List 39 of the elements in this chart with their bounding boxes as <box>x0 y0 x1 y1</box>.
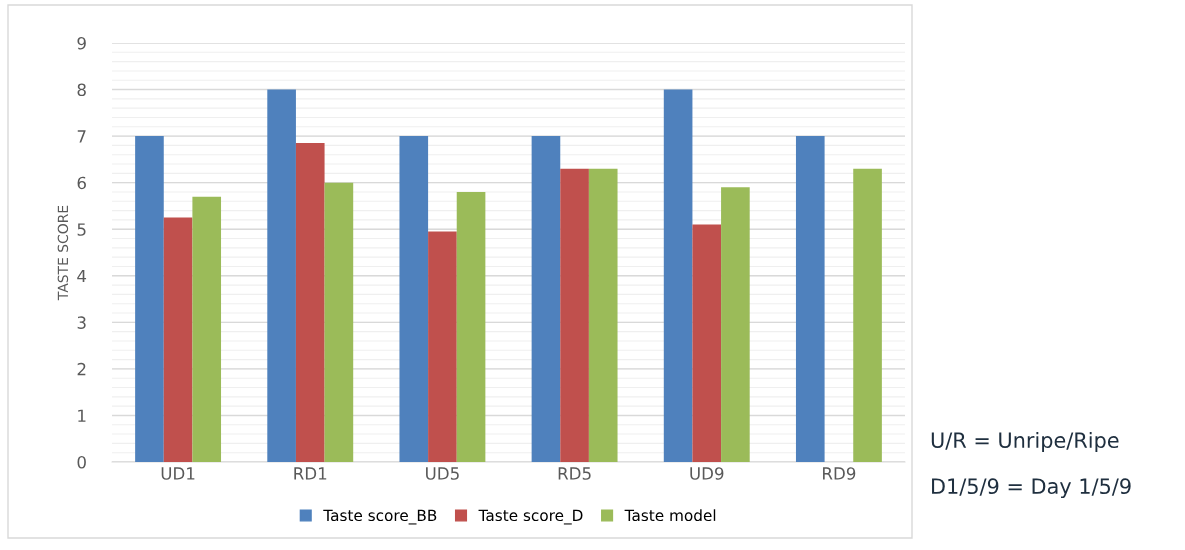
legend-label: Taste score_BB <box>323 509 437 525</box>
bar <box>295 143 325 462</box>
bar <box>560 168 589 462</box>
y-tick-label: 0 <box>77 455 86 469</box>
x-tick-label: UD5 <box>426 467 459 480</box>
text: U/R = Unripe/Ripe <box>931 431 1119 453</box>
legend-label: Taste model <box>624 509 716 522</box>
bar <box>163 217 193 462</box>
bar <box>692 224 722 462</box>
bar <box>663 89 693 462</box>
bar <box>456 191 486 462</box>
bar <box>853 168 882 462</box>
bar <box>795 136 825 462</box>
bar <box>588 168 618 462</box>
y-tick-label: 2 <box>77 362 86 376</box>
x-tick-label: RD1 <box>294 467 327 480</box>
y-tick-label: 6 <box>77 176 86 190</box>
x-tick-label: UD9 <box>690 467 724 480</box>
y-tick-label: 3 <box>77 316 86 329</box>
x-tick-label: UD1 <box>161 467 195 480</box>
x-tick-label: RD5 <box>558 467 591 480</box>
bar <box>192 196 222 462</box>
y-tick-label: 4 <box>77 269 87 283</box>
y-axis-title: TASTE SCORE <box>57 205 69 301</box>
bar <box>428 231 457 462</box>
y-tick-label: 8 <box>77 83 86 97</box>
bar <box>324 182 354 462</box>
x-tick-label: RD9 <box>823 467 856 480</box>
y-tick-label: 1 <box>78 409 86 422</box>
bar <box>399 136 429 462</box>
bar <box>531 136 561 462</box>
y-tick-label: 5 <box>77 223 86 236</box>
bar <box>135 136 164 462</box>
bar <box>267 89 296 462</box>
bar <box>721 187 750 462</box>
legend-label: Taste score_D <box>478 509 583 525</box>
text: D1/5/9 = Day 1/5/9 <box>932 478 1131 499</box>
y-tick-label: 9 <box>77 36 86 50</box>
y-tick-label: 7 <box>77 130 86 143</box>
